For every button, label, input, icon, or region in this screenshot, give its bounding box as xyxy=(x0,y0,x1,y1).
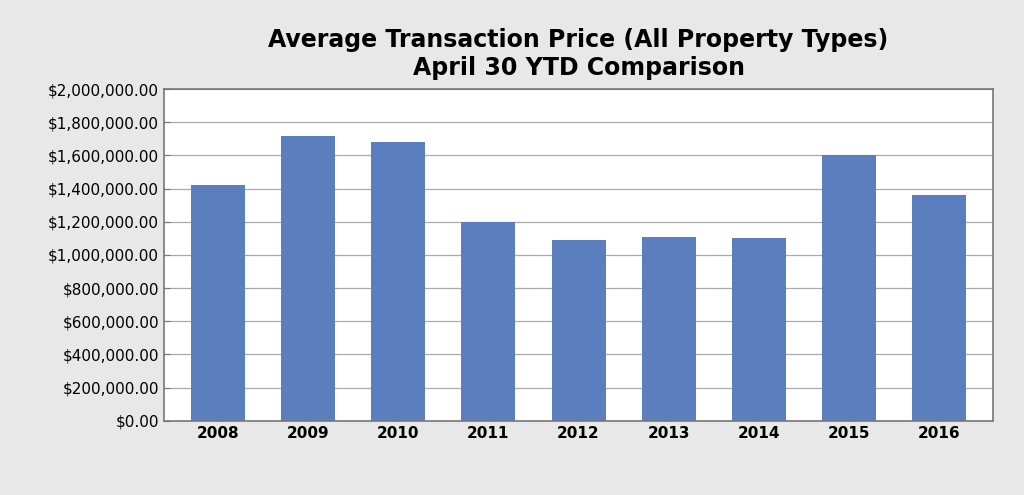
Bar xyxy=(822,155,877,421)
Bar xyxy=(912,195,967,421)
Bar xyxy=(371,142,425,421)
Bar xyxy=(462,222,515,421)
Bar xyxy=(732,239,786,421)
Bar xyxy=(642,237,695,421)
Bar xyxy=(281,136,335,421)
Title: Average Transaction Price (All Property Types)
April 30 YTD Comparison: Average Transaction Price (All Property … xyxy=(268,28,889,80)
Bar xyxy=(552,240,605,421)
Bar xyxy=(190,185,245,421)
